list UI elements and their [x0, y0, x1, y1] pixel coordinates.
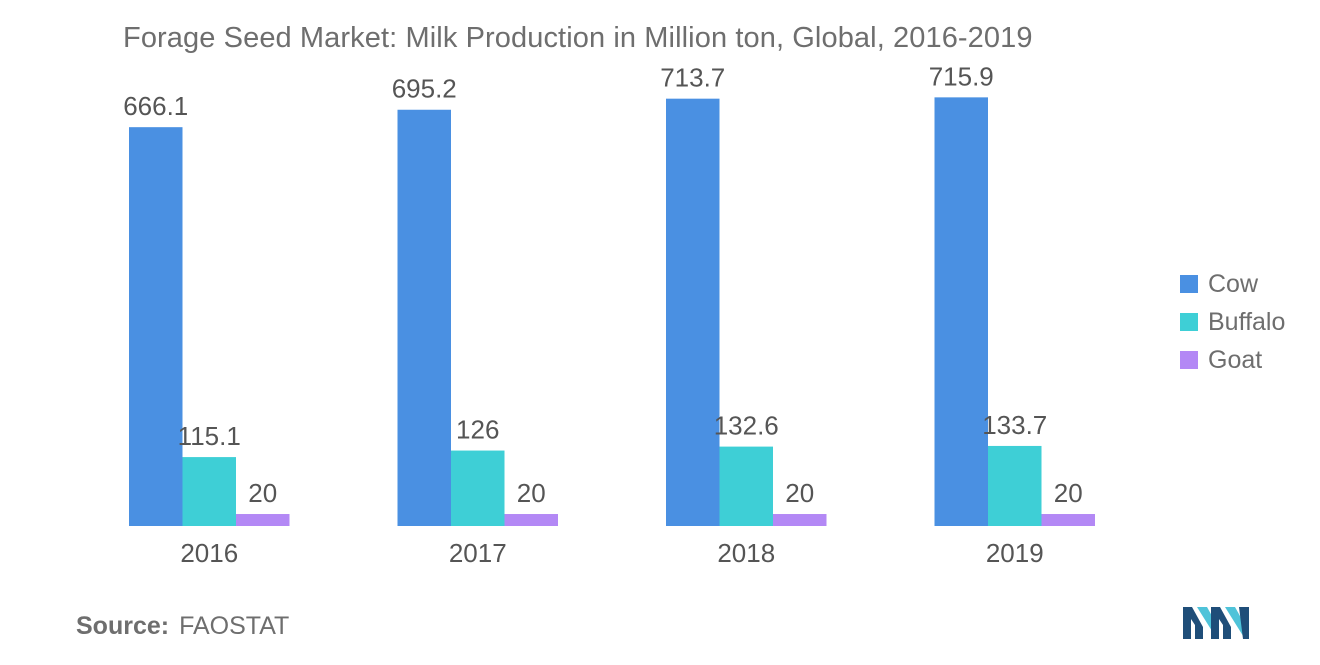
- bar-goat-2017: [504, 514, 558, 526]
- data-label-goat-2017: 20: [517, 478, 546, 508]
- data-label-cow-2017: 695.2: [392, 74, 457, 104]
- legend-item-cow: Cow: [1180, 265, 1285, 303]
- legend-swatch-goat: [1180, 351, 1198, 369]
- x-tick-label-2018: 2018: [717, 538, 775, 568]
- legend-item-goat: Goat: [1180, 341, 1285, 379]
- legend-swatch-cow: [1180, 275, 1198, 293]
- bar-buffalo-2019: [988, 445, 1042, 526]
- bar-goat-2016: [236, 514, 290, 526]
- legend-item-buffalo: Buffalo: [1180, 303, 1285, 341]
- bar-buffalo-2018: [719, 446, 773, 526]
- bar-cow-2019: [934, 97, 988, 527]
- bar-cow-2018: [666, 98, 720, 527]
- data-label-buffalo-2019: 133.7: [982, 410, 1047, 440]
- bar-cow-2017: [397, 109, 451, 527]
- source-label: Source:: [76, 612, 170, 640]
- data-label-buffalo-2016: 115.1: [178, 421, 241, 451]
- legend-label-cow: Cow: [1208, 269, 1259, 298]
- chart-title: Forage Seed Market: Milk Production in M…: [123, 22, 1033, 54]
- bar-goat-2019: [1041, 514, 1095, 526]
- source-note: Source: FAOSTAT: [76, 612, 289, 641]
- source-value: FAOSTAT: [179, 612, 290, 640]
- legend-swatch-buffalo: [1180, 313, 1198, 331]
- legend-label-buffalo: Buffalo: [1208, 307, 1286, 336]
- x-tick-label-2019: 2019: [986, 538, 1044, 568]
- legend-label-goat: Goat: [1208, 345, 1263, 374]
- x-tick-label-2017: 2017: [449, 538, 507, 568]
- bar-cow-2016: [129, 127, 183, 527]
- bar-buffalo-2016: [182, 457, 236, 526]
- data-label-cow-2019: 715.9: [929, 61, 994, 91]
- bar-goat-2018: [773, 514, 827, 526]
- x-tick-label-2016: 2016: [180, 538, 238, 568]
- data-label-buffalo-2017: 126: [456, 415, 499, 445]
- data-label-goat-2018: 20: [785, 478, 814, 508]
- data-label-goat-2016: 20: [248, 478, 277, 508]
- data-label-buffalo-2018: 132.6: [714, 411, 779, 441]
- legend: Cow Buffalo Goat: [1180, 265, 1285, 379]
- bar-chart: 666.1115.1202016695.2126202017713.7132.6…: [123, 61, 1095, 568]
- data-label-goat-2019: 20: [1054, 478, 1083, 508]
- bar-buffalo-2017: [451, 450, 505, 526]
- data-label-cow-2016: 666.1: [123, 91, 188, 121]
- data-label-cow-2018: 713.7: [660, 63, 725, 93]
- company-logo-icon: [1183, 607, 1249, 639]
